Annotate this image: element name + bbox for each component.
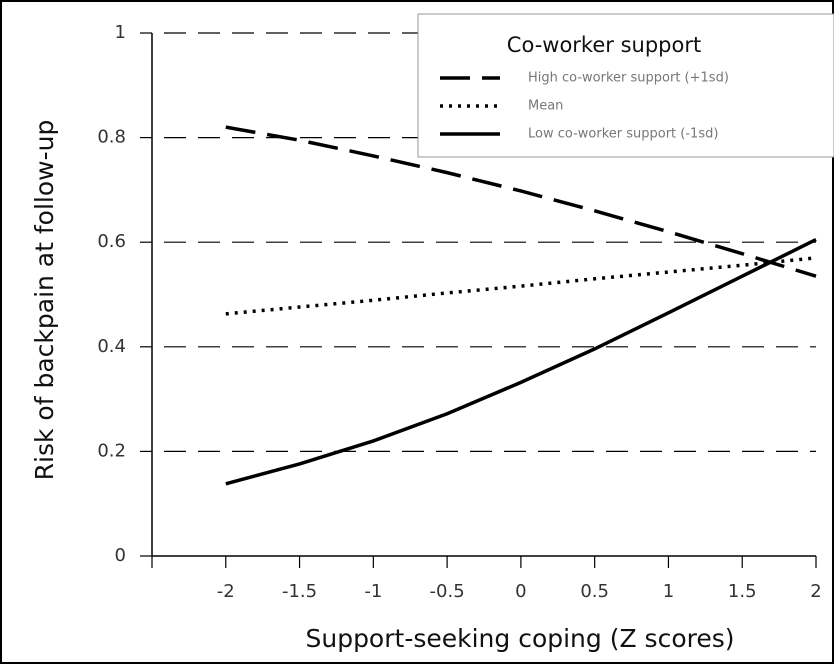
x-axis-title: Support-seeking coping (Z scores) (305, 624, 734, 653)
y-axis-title: Risk of backpain at follow-up (30, 120, 59, 481)
x-tick-label: 2 (810, 581, 821, 602)
x-tick-label: 0 (515, 581, 526, 602)
legend-label: Low co-worker support (-1sd) (528, 127, 718, 142)
x-tick-label: -1.5 (282, 581, 317, 602)
x-tick-label: 0.5 (580, 581, 609, 602)
legend-label: Mean (528, 99, 563, 114)
y-tick-label: 1 (115, 22, 126, 43)
x-tick-label: -2 (217, 581, 235, 602)
series-line (225, 125, 817, 278)
legend-label: High co-worker support (+1sd) (528, 71, 729, 86)
y-tick-label: 0.2 (97, 440, 126, 461)
x-tick-label: 1 (663, 581, 674, 602)
x-tick-label: -0.5 (430, 581, 465, 602)
x-tick-label: 1.5 (728, 581, 757, 602)
y-tick-label: 0 (115, 545, 126, 566)
series-line (225, 238, 817, 486)
legend-title: Co-worker support (507, 33, 701, 57)
y-tick-label: 0.8 (97, 127, 126, 148)
x-tick-label: -1 (364, 581, 382, 602)
y-tick-label: 0.6 (97, 231, 126, 252)
y-tick-label: 0.4 (97, 336, 126, 357)
